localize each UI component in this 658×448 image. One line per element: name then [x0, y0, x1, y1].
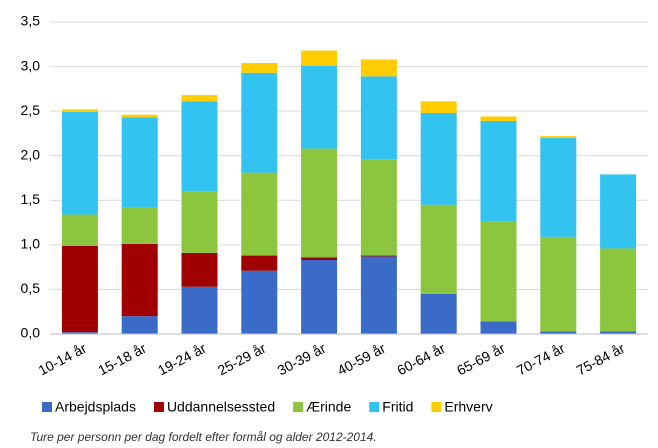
- y-tick-label: 0,0: [21, 325, 41, 341]
- bar-segment: [360, 59, 397, 77]
- y-tick-label: 3,0: [21, 57, 41, 73]
- bar-segment: [301, 257, 338, 261]
- legend-swatch: [431, 402, 442, 412]
- bar-segment: [241, 72, 278, 173]
- legend-label: Uddannelsessted: [167, 399, 275, 415]
- bar-segment: [241, 255, 278, 271]
- x-tick-label: 25-29 år: [215, 340, 269, 379]
- bar-segment: [540, 236, 577, 332]
- bar-segment: [301, 65, 338, 149]
- legend-swatch: [153, 402, 164, 412]
- y-tick-label: 3,5: [21, 13, 41, 29]
- x-tick-label: 65-69 år: [454, 340, 508, 379]
- y-tick-label: 1,0: [21, 236, 41, 252]
- x-tick-label: 15-18 år: [95, 340, 149, 379]
- x-tick-label: 30-39 år: [275, 340, 329, 379]
- bar-segment: [241, 172, 278, 256]
- bar-segment: [480, 321, 517, 334]
- bar-segment: [181, 286, 218, 334]
- y-tick-label: 2,5: [21, 102, 41, 118]
- legend-swatch: [42, 402, 52, 412]
- bar-segment: [61, 109, 98, 113]
- bar-segment: [121, 316, 158, 334]
- bar-segment: [61, 214, 98, 246]
- legend-swatch: [293, 402, 304, 412]
- bar-segment: [420, 112, 457, 205]
- bar-segment: [241, 270, 278, 334]
- bar-segment: [480, 120, 517, 222]
- bar-segment: [181, 191, 218, 253]
- bar-segment: [181, 101, 218, 192]
- bar-segment: [61, 245, 98, 333]
- x-tick-label: 75-84 år: [574, 340, 628, 379]
- bar-segment: [181, 95, 218, 102]
- x-tick-label: 70-74 år: [514, 340, 568, 379]
- caption: Ture per personn per dag fordelt efter f…: [30, 430, 377, 444]
- y-tick-label: 2,0: [21, 146, 41, 162]
- bar-segment: [181, 252, 218, 287]
- bar-segment: [600, 331, 637, 334]
- bar-segment: [420, 293, 457, 334]
- bar-segment: [121, 114, 158, 118]
- y-tick-label: 0,5: [21, 280, 41, 296]
- bar-segment: [420, 101, 457, 113]
- legend-label: Arbejdsplads: [55, 399, 136, 415]
- x-tick-label: 60-64 år: [394, 340, 448, 379]
- bar-segment: [360, 76, 397, 160]
- bar-segment: [540, 137, 577, 237]
- bar-segment: [121, 117, 158, 208]
- bar-segment: [540, 331, 577, 334]
- legend-label: Ærinde: [306, 399, 351, 415]
- bar-segment: [360, 159, 397, 256]
- x-tick-label: 10-14 år: [35, 340, 89, 379]
- legend-swatch: [369, 402, 380, 412]
- bar-segment: [360, 256, 397, 334]
- bar-segment: [480, 221, 517, 322]
- bar-segment: [61, 332, 98, 334]
- bar-segment: [540, 136, 577, 138]
- bar-segment: [480, 116, 517, 121]
- bar-segment: [600, 248, 637, 332]
- x-tick-label: 40-59 år: [334, 340, 388, 379]
- bar-segment: [301, 148, 338, 258]
- bar-segment: [301, 50, 338, 66]
- bar-segment: [121, 243, 158, 317]
- bar-segment: [301, 260, 338, 334]
- bar-segment: [241, 63, 278, 73]
- legend-label: Fritid: [382, 399, 413, 415]
- x-tick-label: 19-24 år: [155, 340, 209, 379]
- bar-segment: [61, 112, 98, 215]
- y-tick-label: 1,5: [21, 191, 41, 207]
- bar-segment: [600, 174, 637, 249]
- legend-label: Erhverv: [444, 399, 492, 415]
- bar-segment: [121, 207, 158, 244]
- bar-segment: [420, 204, 457, 294]
- bar-segment: [360, 255, 397, 257]
